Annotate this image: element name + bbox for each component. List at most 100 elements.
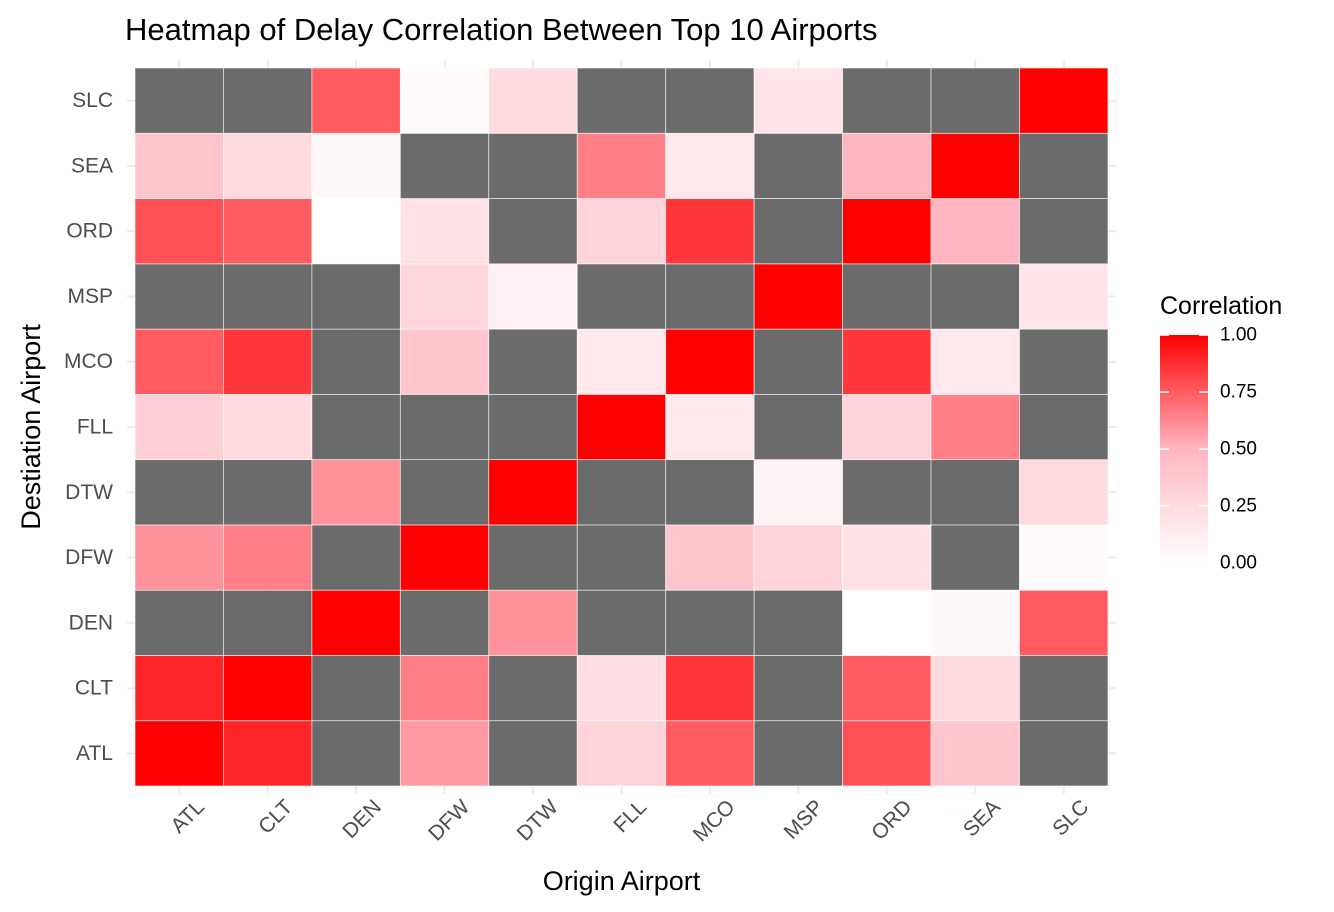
heatmap-cell-ord-sea <box>842 132 932 199</box>
heatmap-cell-slc-slc <box>1019 67 1109 134</box>
heatmap-cell-den-dtw <box>311 459 401 526</box>
heatmap-cell-dtw-dfw <box>488 524 578 591</box>
heatmap-cell-clt-ord <box>223 198 313 265</box>
y-tick-label: MSP <box>67 285 113 308</box>
heatmap-cell-den-msp <box>311 263 401 330</box>
heatmap-cell-mco-fll <box>665 393 755 461</box>
heatmap-cell-mco-dfw <box>665 524 755 591</box>
heatmap-cell-sea-atl <box>930 720 1020 787</box>
heatmap-cell-fll-ord <box>576 198 667 265</box>
y-axis-title: Destiation Airport <box>16 324 46 530</box>
heatmap-cell-ord-slc <box>842 67 932 134</box>
chart-title: Heatmap of Delay Correlation Between Top… <box>125 12 877 47</box>
heatmap-cell-slc-mco <box>1019 328 1109 395</box>
heatmap-cell-msp-dtw <box>753 459 844 526</box>
heatmap-cell-slc-sea <box>1019 132 1109 199</box>
heatmap-cell-den-clt <box>311 655 401 722</box>
heatmap-cell-dtw-ord <box>488 198 578 265</box>
heatmap-cell-fll-atl <box>576 720 667 787</box>
heatmap-cell-den-fll <box>311 393 401 461</box>
y-tick-label: MCO <box>64 350 113 373</box>
heatmap-cell-dfw-slc <box>399 67 490 134</box>
heatmap-cell-dfw-mco <box>399 328 490 395</box>
y-tick-label: SLC <box>72 89 113 112</box>
legend-tick-label: 1.00 <box>1220 325 1257 346</box>
heatmap-cell-sea-mco <box>930 328 1020 395</box>
x-tick-label: DEN <box>338 795 386 843</box>
x-tick-labels: ATL CLT DEN DFW DTW FLL MCO MSP ORD SEA SLC <box>167 795 1094 846</box>
heatmap-cell-slc-fll <box>1019 393 1109 461</box>
heatmap-cell-slc-msp <box>1019 263 1109 330</box>
heatmap-cell-dtw-atl <box>488 720 578 787</box>
heatmap-cell-mco-msp <box>665 263 755 330</box>
x-tick-label: MCO <box>689 795 740 846</box>
heatmap-cell-dfw-clt <box>399 655 490 722</box>
legend-tick-label: 0.25 <box>1220 496 1257 517</box>
heatmap-cell-ord-dfw <box>842 524 932 591</box>
heatmap-cell-msp-slc <box>753 67 844 134</box>
heatmap-cell-dtw-sea <box>488 132 578 199</box>
heatmap-cell-dtw-slc <box>488 67 578 134</box>
heatmap-cell-clt-atl <box>223 720 313 787</box>
heatmap-cell-slc-atl <box>1019 720 1109 787</box>
heatmap-cell-den-den <box>311 589 401 656</box>
heatmap-cell-clt-msp <box>223 263 313 330</box>
heatmap-cell-fll-dtw <box>576 459 667 526</box>
heatmap-cell-den-atl <box>311 720 401 787</box>
heatmap-cell-clt-slc <box>223 67 313 134</box>
x-tick-label: SLC <box>1048 795 1093 840</box>
heatmap-cell-mco-atl <box>665 720 755 787</box>
heatmap-cell-msp-clt <box>753 655 844 722</box>
heatmap-cell-sea-ord <box>930 198 1020 265</box>
heatmap-cell-clt-dtw <box>223 459 313 526</box>
heatmap-cell-den-slc <box>311 67 401 134</box>
heatmap-cell-msp-atl <box>753 720 844 787</box>
heatmap-cell-ord-clt <box>842 655 932 722</box>
heatmap-cell-atl-dfw <box>134 524 224 591</box>
heatmap-cell-dtw-dtw <box>488 459 578 526</box>
heatmap-cell-mco-den <box>665 589 755 656</box>
heatmap-cell-atl-slc <box>134 67 224 134</box>
heatmap-cell-msp-ord <box>753 198 844 265</box>
heatmap-cell-atl-dtw <box>134 459 224 526</box>
heatmap-cell-ord-fll <box>842 393 932 461</box>
y-tick-labels: ATL CLT DEN DFW DTW FLL MCO MSP ORD SEA SLC <box>64 89 113 765</box>
heatmap-cell-dtw-clt <box>488 655 578 722</box>
heatmap-cell-sea-dfw <box>930 524 1020 591</box>
heatmap-cell-clt-dfw <box>223 524 313 591</box>
heatmap-cell-dfw-msp <box>399 263 490 330</box>
heatmap-cell-dfw-sea <box>399 132 490 199</box>
heatmap-cell-clt-den <box>223 589 313 656</box>
heatmap-cell-clt-fll <box>223 393 313 461</box>
x-tick-label: DTW <box>513 795 563 845</box>
heatmap-cell-den-sea <box>311 132 401 199</box>
heatmap-cell-fll-slc <box>576 67 667 134</box>
legend-tick-label: 0.00 <box>1220 553 1257 574</box>
heatmap-cell-msp-msp <box>753 263 844 330</box>
heatmap-cell-mco-dtw <box>665 459 755 526</box>
heatmap-cell-ord-mco <box>842 328 932 395</box>
heatmap-cell-atl-atl <box>134 720 224 787</box>
heatmap-cell-atl-mco <box>134 328 224 395</box>
legend-title: Correlation <box>1160 292 1282 320</box>
heatmap-cell-fll-mco <box>576 328 667 395</box>
heatmap-cell-ord-msp <box>842 263 932 330</box>
x-tick-label: CLT <box>254 795 297 838</box>
heatmap-cell-ord-ord <box>842 198 932 265</box>
heatmap-cell-fll-den <box>576 589 667 656</box>
x-tick-label: ORD <box>867 795 916 844</box>
heatmap-cell-sea-fll <box>930 393 1020 461</box>
heatmap-cell-atl-sea <box>134 132 224 199</box>
y-tick-label: FLL <box>77 415 113 438</box>
heatmap-cell-dfw-atl <box>399 720 490 787</box>
heatmap-cell-slc-dtw <box>1019 459 1109 526</box>
y-tick-label: ORD <box>66 220 113 243</box>
heatmap-cell-sea-sea <box>930 132 1020 199</box>
y-tick-label: DTW <box>65 481 113 504</box>
y-tick-label: CLT <box>75 677 113 700</box>
x-axis-title: Origin Airport <box>543 866 701 896</box>
heatmap-cell-dfw-dfw <box>399 524 490 591</box>
heatmap-cell-fll-fll <box>576 393 667 461</box>
heatmap-cell-slc-den <box>1019 589 1109 656</box>
heatmap-cell-sea-dtw <box>930 459 1020 526</box>
